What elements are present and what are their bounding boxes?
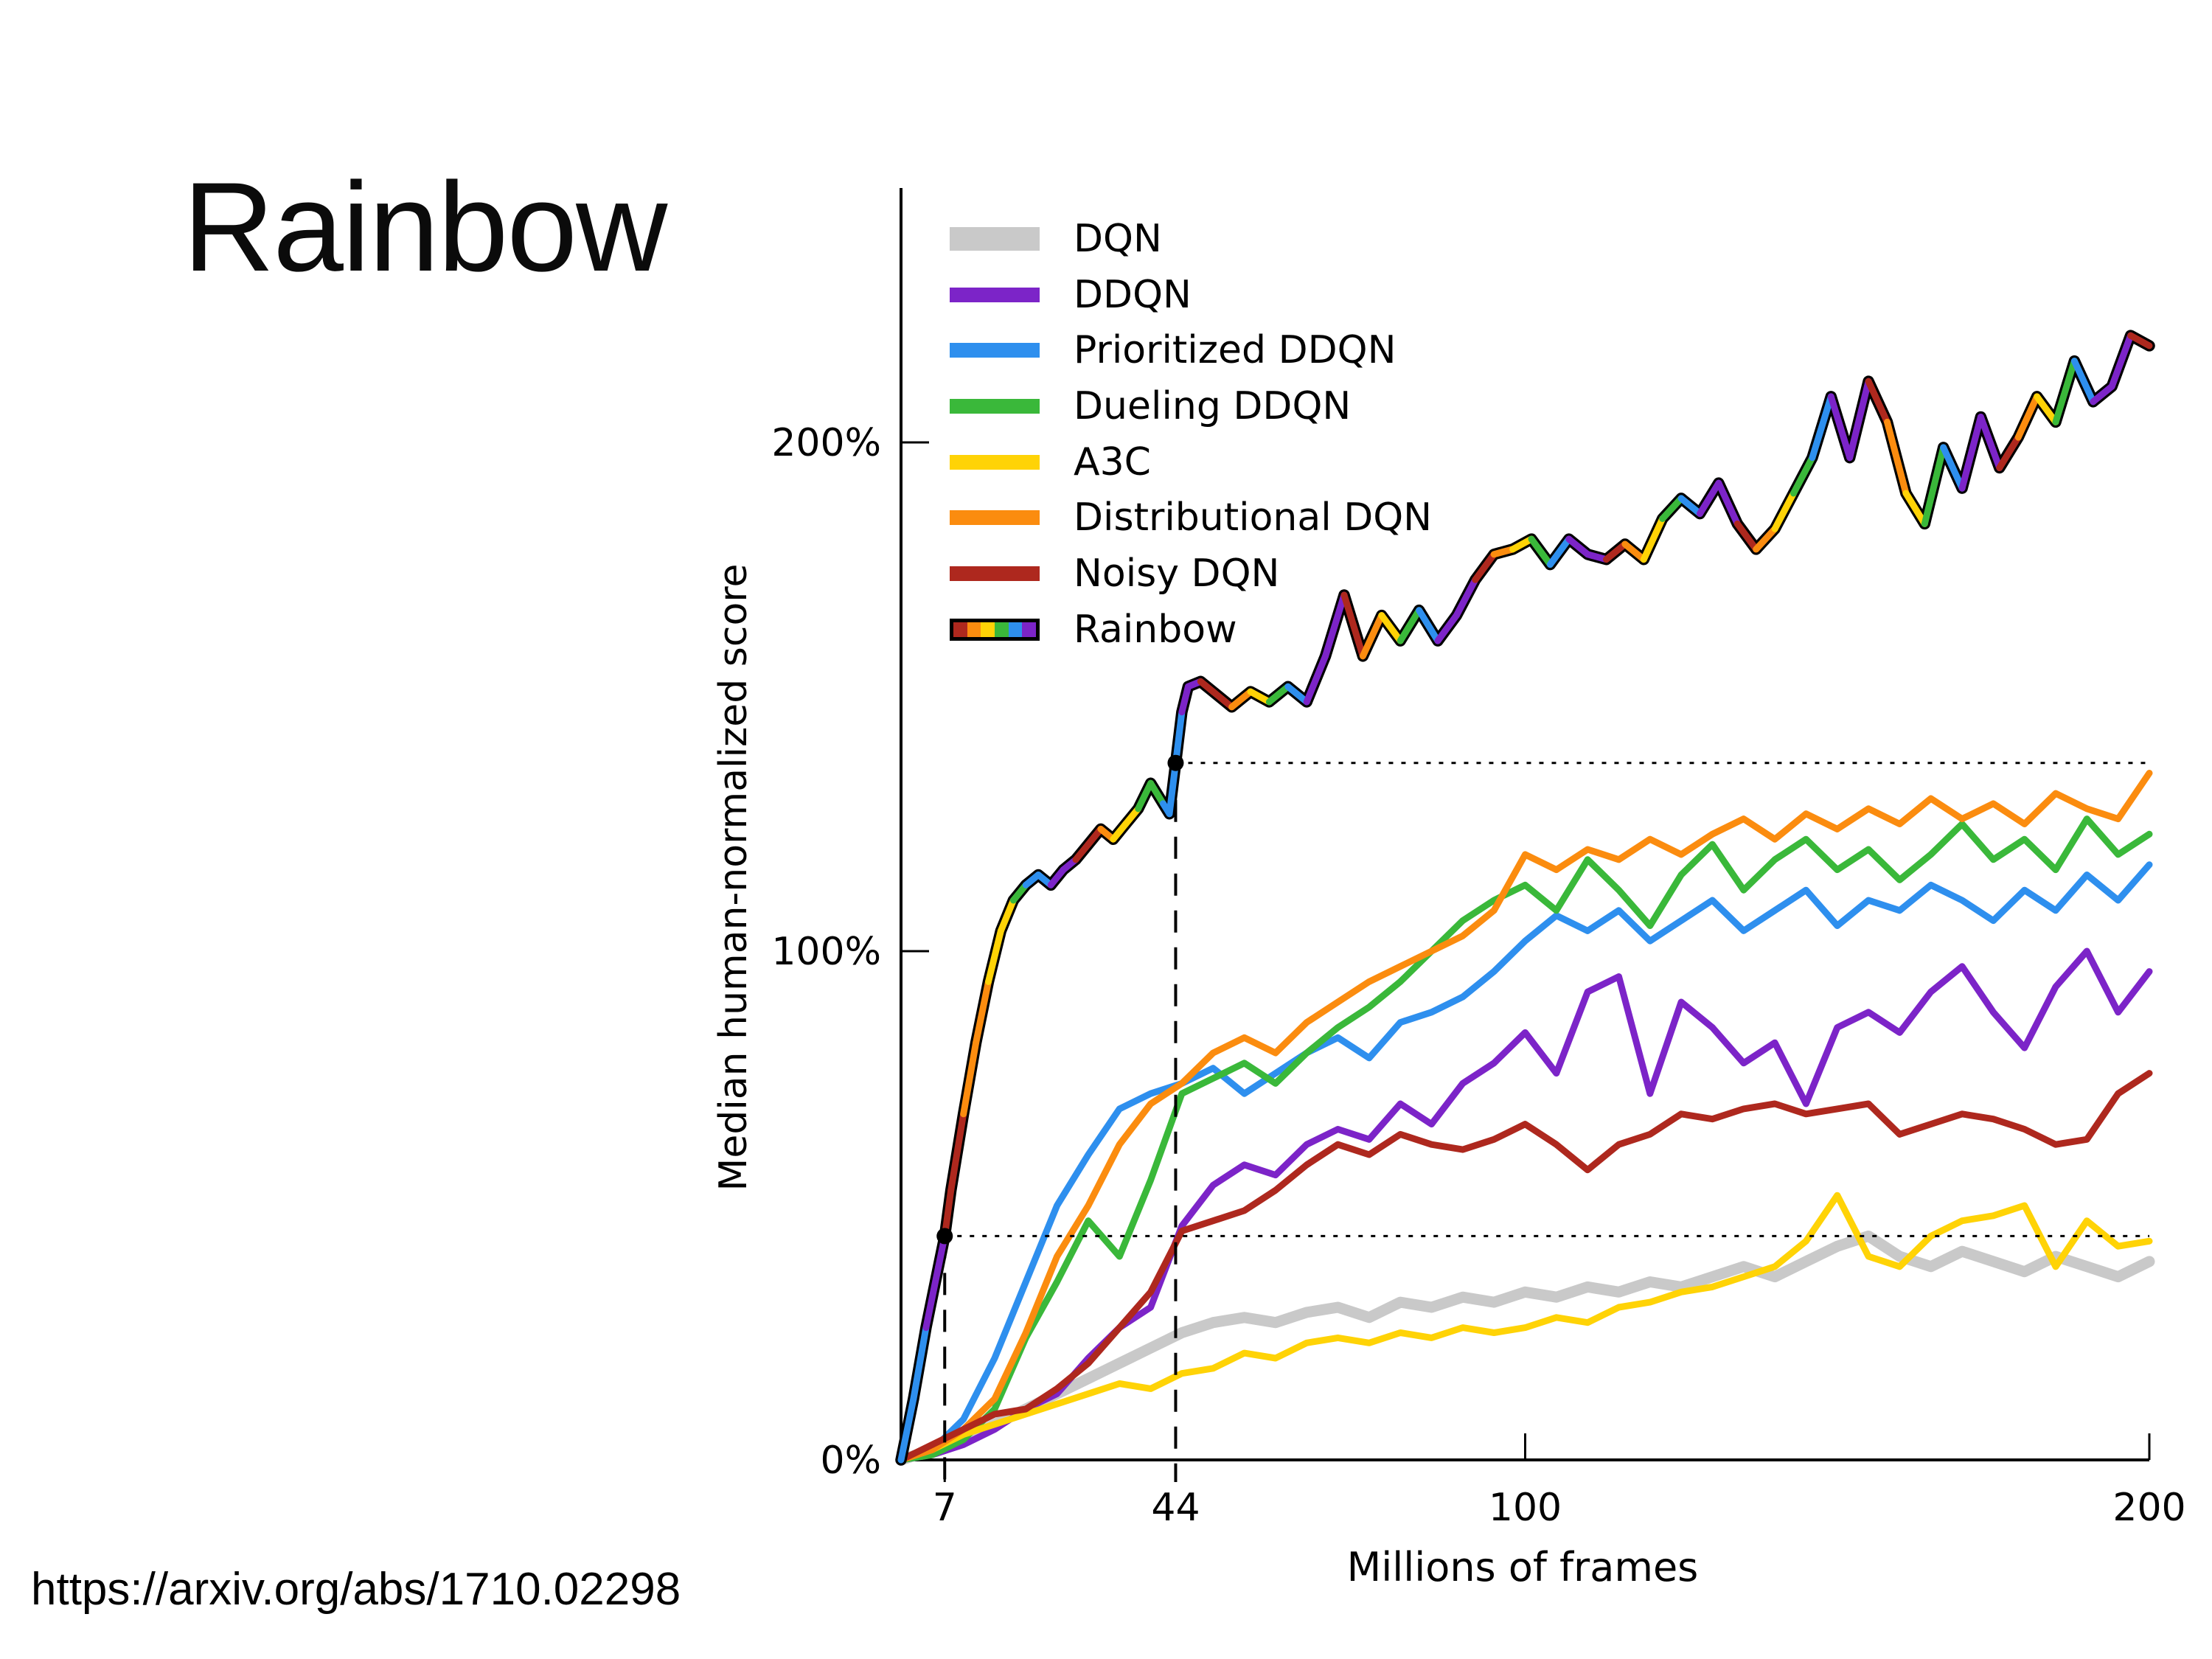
source-url-link[interactable]: https://arxiv.org/abs/1710.02298	[31, 1564, 681, 1615]
legend-label: Rainbow	[1074, 607, 1237, 652]
annotation-dot	[936, 1228, 953, 1245]
legend-label: DQN	[1074, 216, 1162, 261]
series-dqn	[895, 1230, 2155, 1466]
legend-item-noisy-dqn: Noisy DQN	[950, 546, 1432, 602]
series-distributional-dqn	[897, 770, 2153, 1464]
legend-label: Noisy DQN	[1074, 551, 1280, 596]
y-axis-label: Median human-normalized score	[712, 563, 756, 1191]
series-a3c	[897, 1192, 2153, 1464]
series-dueling-ddqn	[897, 815, 2153, 1464]
x-tick-label: 100	[1489, 1486, 1562, 1530]
legend-label: Dueling DDQN	[1074, 383, 1352, 428]
legend-item-ddqn: DDQN	[950, 267, 1432, 323]
y-tick-label: 100%	[771, 930, 881, 974]
legend-item-prioritized-ddqn: Prioritized DDQN	[950, 322, 1432, 378]
y-tick-label: 0%	[821, 1439, 882, 1483]
legend-label: A3C	[1074, 439, 1151, 484]
legend-item-distributional-dqn: Distributional DQN	[950, 490, 1432, 546]
line-swatch-icon	[950, 343, 1040, 358]
line-swatch-icon	[950, 287, 1040, 302]
line-swatch-icon	[950, 566, 1040, 581]
x-tick-label: 200	[2112, 1486, 2185, 1530]
line-swatch-icon	[950, 454, 1040, 470]
series-noisy-dqn	[897, 1070, 2153, 1464]
rainbow-swatch-icon	[950, 618, 1040, 641]
x-tick-label: 7	[933, 1486, 957, 1530]
line-swatch-icon	[950, 510, 1040, 526]
legend-item-dqn: DQN	[950, 211, 1432, 267]
line-swatch-icon	[950, 398, 1040, 414]
series-rainbow	[897, 332, 2153, 1464]
y-tick-label: 200%	[771, 421, 881, 465]
slide-title: Rainbow	[183, 156, 667, 298]
x-tick-label: 44	[1151, 1486, 1200, 1530]
legend-item-a3c: A3C	[950, 434, 1432, 490]
annotation-dot	[1167, 754, 1184, 771]
legend-item-dueling-ddqn: Dueling DDQN	[950, 378, 1432, 434]
legend-item-rainbow: Rainbow	[950, 602, 1432, 658]
x-axis-label: Millions of frames	[1347, 1544, 1699, 1590]
legend-label: Prioritized DDQN	[1074, 328, 1397, 373]
chart-legend: DQN DDQN Prioritized DDQN Dueling DDQN A3C Di…	[950, 211, 1432, 658]
legend-label: DDQN	[1074, 272, 1192, 317]
line-swatch-icon	[950, 226, 1040, 251]
series-prioritized-ddqn	[897, 861, 2153, 1464]
legend-label: Distributional DQN	[1074, 495, 1433, 540]
